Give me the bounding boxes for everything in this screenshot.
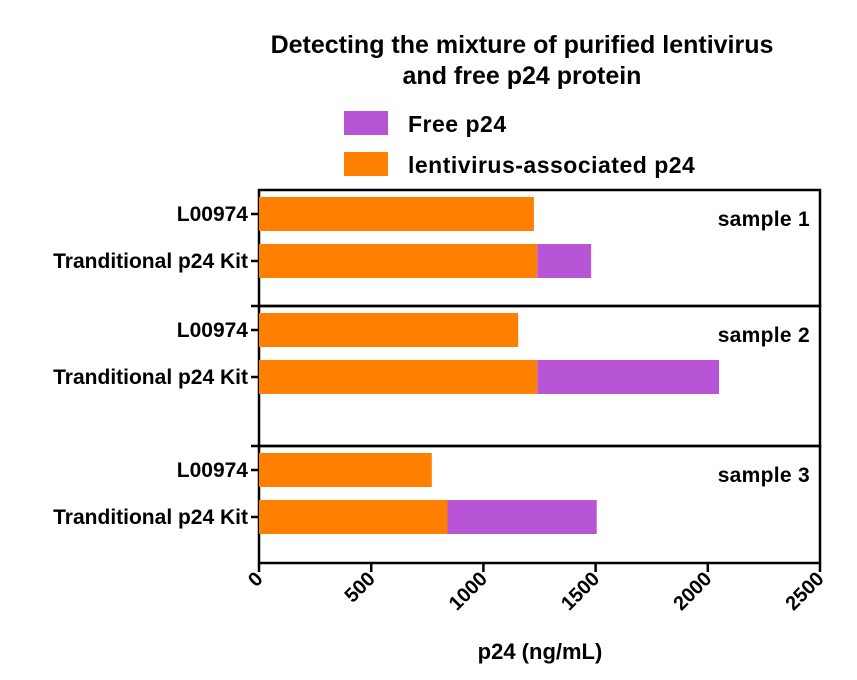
legend-label-free-p24: Free p24 — [408, 111, 507, 137]
category-label-tranditional-p24-kit-panel-2: Tranditional p24 Kit — [53, 366, 248, 389]
x-tick-label-1500: 1500 — [557, 568, 604, 615]
bar-lentivirus-l00974-panel-2 — [259, 313, 519, 347]
category-label-tranditional-p24-kit-panel-1: Tranditional p24 Kit — [53, 250, 248, 273]
x-tick-label-1000: 1000 — [445, 568, 492, 615]
plot-area: sample 1 L00974 Tranditional p24 Kit sample… — [53, 188, 829, 615]
chart-title-line-1: Detecting the mixture of purified lentiv… — [271, 31, 774, 59]
chart-title-line-2: and free p24 protein — [403, 62, 642, 90]
bar-lentivirus-l00974-panel-3 — [259, 453, 432, 487]
legend-swatch-lentivirus-associated — [344, 152, 388, 176]
bar-lentivirus-tranditional-p24-kit-panel-1 — [259, 244, 538, 278]
x-tick-label-2000: 2000 — [669, 568, 716, 615]
category-label-l00974-panel-3: L00974 — [177, 459, 249, 482]
legend: Free p24 lentivirus-associated p24 — [344, 111, 695, 178]
bar-free-tranditional-p24-kit-panel-1 — [537, 244, 592, 278]
legend-swatch-free-p24 — [344, 111, 388, 135]
category-label-tranditional-p24-kit-panel-3: Tranditional p24 Kit — [53, 506, 248, 529]
x-tick-label-0: 0 — [244, 568, 267, 591]
category-label-l00974-panel-1: L00974 — [177, 203, 249, 226]
bar-lentivirus-tranditional-p24-kit-panel-2 — [259, 360, 538, 394]
panel-2-label: sample 2 — [718, 324, 810, 347]
legend-label-lentivirus-associated: lentivirus-associated p24 — [408, 152, 695, 178]
x-tick-label-500: 500 — [341, 568, 380, 607]
category-label-l00974-panel-2: L00974 — [177, 319, 249, 342]
panel-1-label: sample 1 — [718, 208, 810, 231]
x-tick-label-2500: 2500 — [782, 568, 829, 615]
bar-free-tranditional-p24-kit-panel-2 — [537, 360, 720, 394]
chart-title: Detecting the mixture of purified lentiv… — [271, 31, 774, 90]
bar-lentivirus-l00974-panel-1 — [259, 197, 534, 231]
x-axis-title: p24 (ng/mL) — [478, 639, 603, 664]
bar-lentivirus-tranditional-p24-kit-panel-3 — [259, 500, 448, 534]
panel-3-label: sample 3 — [718, 464, 810, 487]
bar-free-tranditional-p24-kit-panel-3 — [447, 500, 597, 534]
